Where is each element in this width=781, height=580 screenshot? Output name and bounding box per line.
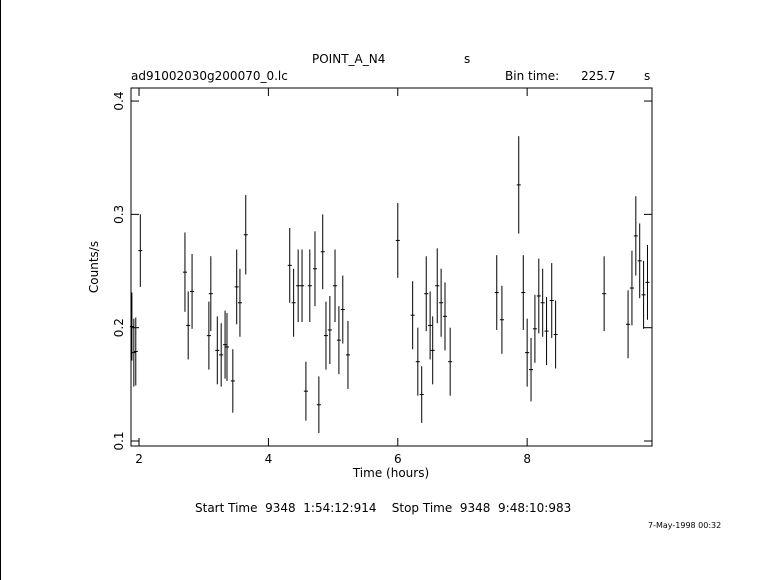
title-unit: s [464,52,470,66]
y-tick-label: 0.1 [112,431,126,450]
plot-frame [130,87,653,447]
x-tick-label: 2 [135,452,143,466]
y-tick-label: 0.4 [112,91,126,110]
file-name: ad91002030g200070_0.lc [131,69,288,83]
date: 7-May-1998 00:32 [648,521,721,530]
y-tick-label: 0.3 [112,205,126,224]
footer: Start Time 9348 1:54:12:914 Stop Time 93… [195,501,571,515]
y-tick-label: 0.2 [112,318,126,337]
x-tick-label: 8 [523,452,531,466]
x-tick-label: 6 [394,452,402,466]
bin-time-unit: s [644,69,650,83]
y-axis-label: Counts/s [87,241,101,293]
bin-time-label: Bin time: [505,69,559,83]
x-axis-label: Time (hours) [352,466,429,480]
x-tick-label: 4 [265,452,273,466]
chart-title: POINT_A_N4 [312,52,385,66]
bin-time: 225.7 [581,69,615,83]
